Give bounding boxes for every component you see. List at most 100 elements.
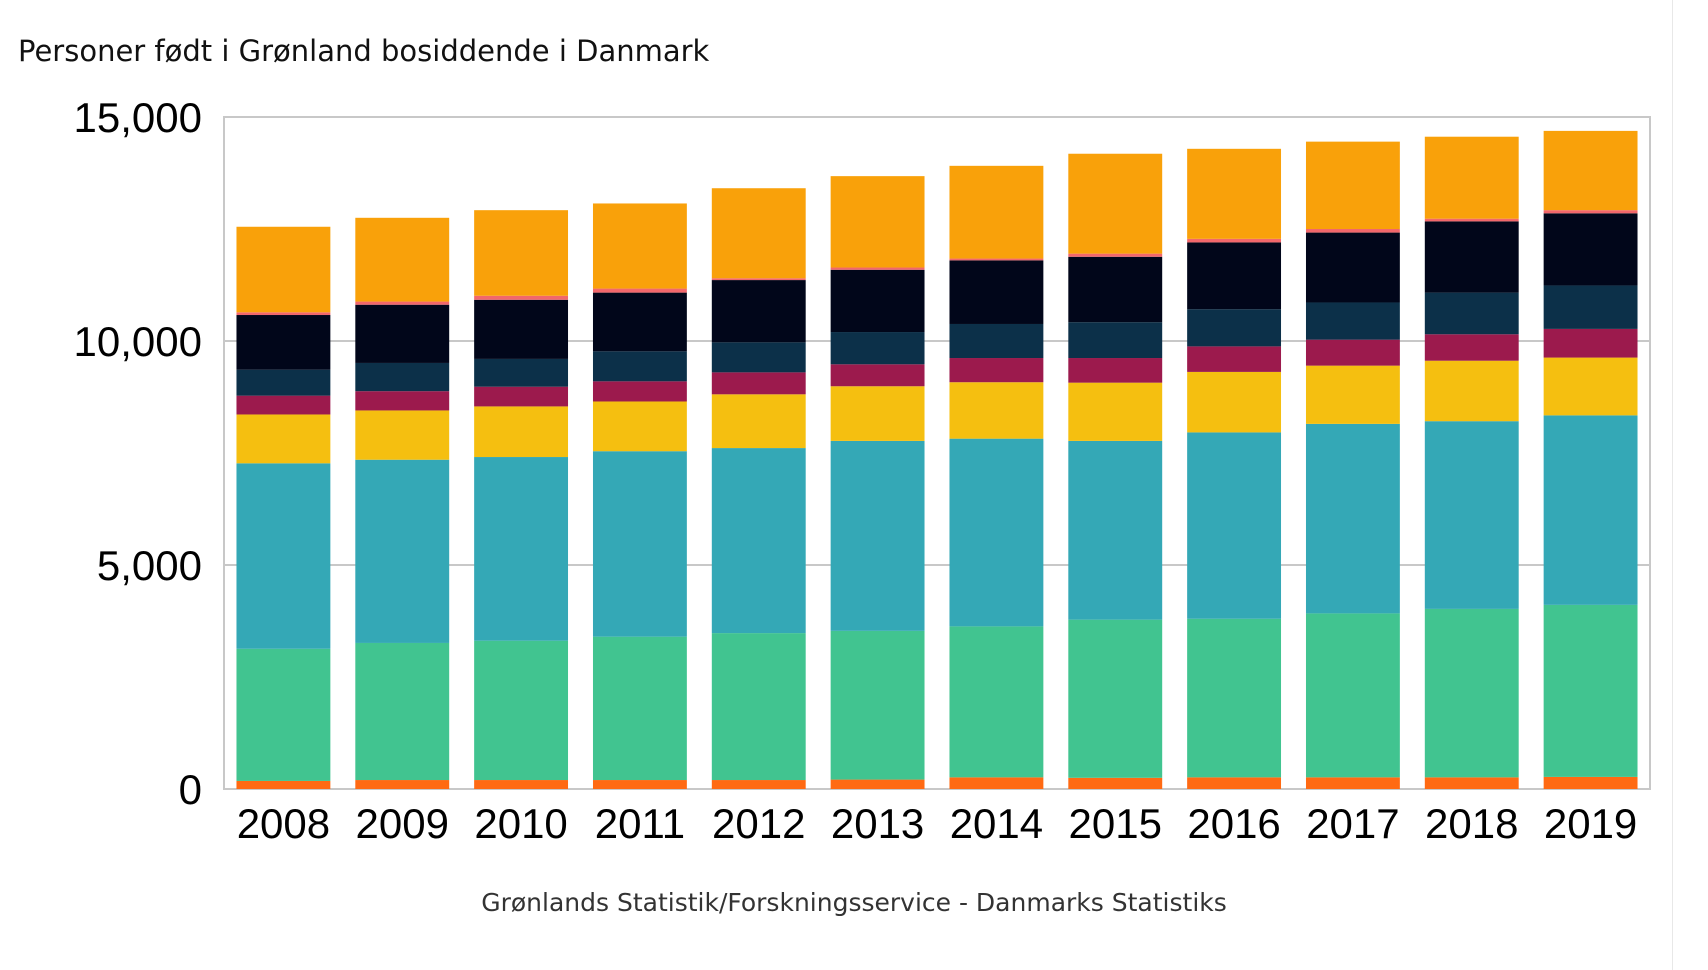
bar-segment [355,301,450,305]
bar-segment [830,332,925,365]
bar-segment [1543,213,1638,286]
bar-segment [355,459,450,643]
bar-segment [1187,238,1282,243]
x-tick-label: 2017 [1306,800,1399,847]
bar-segment [711,342,806,373]
bar-segment [1305,302,1400,340]
bar-segment [474,640,569,781]
bar-segment [1424,777,1519,789]
bar-segment [711,278,806,281]
bar-segment [355,780,450,789]
bar-segment [949,626,1044,778]
bar-segment [1068,153,1163,254]
bar-segment [592,451,687,637]
bar-segment [236,312,331,316]
bar-segment [474,406,569,458]
bar-segment [711,188,806,279]
bar-segment [1424,608,1519,778]
bar-segment [949,438,1044,627]
bar-segment [236,463,331,649]
bar-segment [1068,777,1163,789]
bar-segment [1543,210,1638,214]
bar-segment [1305,339,1400,366]
bar-segment [1305,613,1400,778]
chart-title: Personer født i Grønland bosiddende i Da… [18,34,710,68]
bar-segment [1068,358,1163,383]
bar-segment [1187,432,1282,619]
y-tick-label: 15,000 [74,94,202,141]
x-tick-label: 2012 [712,800,805,847]
bar-segment [830,779,925,789]
bar-segment [474,457,569,641]
bar-segment [592,292,687,352]
bar-segment [1543,776,1638,789]
bar-segment [474,210,569,296]
bar-segment [1068,382,1163,441]
bar-segment [949,777,1044,789]
bar-segment [711,780,806,789]
bar-segment [830,440,925,631]
bar-segment [949,258,1044,261]
bar-segment [592,780,687,789]
bar-segment [236,226,331,313]
bar-segment [236,648,331,781]
x-tick-label: 2015 [1069,800,1162,847]
bar-segment [830,386,925,441]
bar-segment [1543,357,1638,416]
bar-segment [711,280,806,343]
y-tick-label: 10,000 [74,318,202,365]
bar-segment [1543,285,1638,329]
bar-segment [711,372,806,395]
bar-segment [236,780,331,789]
bar-segment [711,448,806,634]
bar-segment [474,295,569,300]
plot-area [223,116,1651,790]
bar-segment [355,217,450,302]
bar-segment [830,364,925,387]
chart-source: Grønlands Statistik/Forskningsservice - … [481,888,1227,917]
bar-segment [355,410,450,460]
x-tick-label: 2011 [595,800,685,847]
bar-segment [1424,334,1519,361]
x-tick-label: 2016 [1187,800,1280,847]
bar-segment [236,395,331,415]
bar-segment [949,382,1044,439]
bar-segment [1187,777,1282,789]
x-tick-label: 2014 [950,800,1043,847]
bar-segment [1187,242,1282,310]
x-tick-label: 2013 [831,800,924,847]
bar-segment [355,362,450,392]
bar-segment [711,394,806,449]
bar-segment [1543,415,1638,605]
bar-segment [949,358,1044,383]
bar-segment [592,636,687,781]
bar-segment [592,351,687,382]
bar-segment [1424,136,1519,219]
bar-segment [949,323,1044,359]
bar-segment [949,165,1044,259]
bar-segment [711,633,806,781]
bar-segment [474,386,569,407]
bar-segment [1068,253,1163,257]
bar-segment [1424,218,1519,222]
bar-segment [474,780,569,789]
bar-segment [1068,440,1163,620]
bar-segment [1424,421,1519,609]
bar-segment [355,391,450,411]
bar-segment [1068,322,1163,359]
bar-segment [236,414,331,464]
x-tick-label: 2008 [237,800,330,847]
bar-segment [355,304,450,363]
bar-segment [830,269,925,333]
bar-segment [474,358,569,387]
bar-segment [1424,360,1519,422]
bar-segment [1187,618,1282,778]
x-tick-label: 2009 [356,800,449,847]
bar-segment [1187,309,1282,347]
bar-segment [1305,229,1400,233]
bar-segment [592,288,687,293]
bar-segment [1305,365,1400,424]
bar-segment [1424,221,1519,293]
y-tick-label: 5,000 [97,542,202,589]
